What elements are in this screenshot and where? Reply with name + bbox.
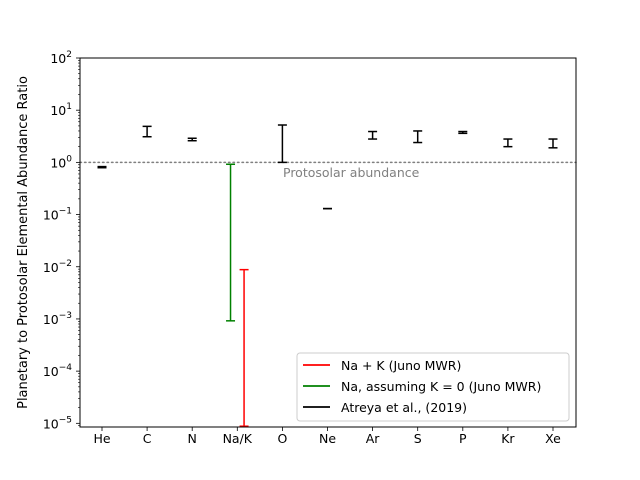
y-tick-label: 102 (50, 50, 72, 66)
errorbar-kr-series-2 (503, 138, 513, 148)
errorbar-n-series-2 (187, 137, 197, 142)
legend: Na + K (Juno MWR) Na, assuming K = 0 (Jun… (296, 352, 570, 422)
x-tick-label: N (188, 431, 197, 446)
plot-area: Protosolar abundance (79, 124, 577, 427)
legend-box (296, 352, 570, 422)
y-tick-label: 10−1 (43, 207, 72, 223)
y-tick-label: 10−4 (43, 363, 72, 379)
errorbar-s-series-2 (413, 130, 423, 144)
x-tick-label: Na/K (223, 431, 253, 446)
reference-line-label: Protosolar abundance (283, 165, 420, 180)
x-tick-label: Ne (319, 431, 336, 446)
legend-label: Na, assuming K = 0 (Juno MWR) (341, 379, 541, 394)
legend-label: Atreya et al., (2019) (341, 400, 467, 415)
errorbar-c-series-2 (142, 125, 152, 138)
y-axis: 10−5 10−4 10−3 10−2 10−1 100 101 102 (43, 50, 80, 431)
y-tick-label: 100 (50, 154, 72, 170)
x-tick-label: C (143, 431, 152, 446)
x-tick-label: Xe (545, 431, 561, 446)
y-tick-label: 10−2 (43, 259, 72, 275)
x-axis: He C N Na/K O Ne Ar S P Kr Xe (93, 427, 561, 446)
legend-entry: Atreya et al., (2019) (303, 400, 467, 415)
errorbar-na-k-series-0 (239, 268, 249, 427)
y-axis-label: Planetary to Protosolar Elemental Abunda… (16, 76, 31, 409)
x-tick-label: Ar (366, 431, 381, 446)
errorbar-ar-series-2 (368, 130, 378, 140)
errorbar-xe-series-2 (548, 138, 558, 149)
legend-entry: Na + K (Juno MWR) (303, 358, 461, 373)
y-tick-label: 10−5 (43, 415, 72, 431)
x-tick-label: Kr (501, 431, 515, 446)
x-tick-label: He (93, 431, 110, 446)
y-tick-label: 10−3 (43, 311, 72, 327)
y-tick-label: 101 (50, 102, 72, 118)
x-tick-label: P (459, 431, 467, 446)
errorbar-he-series-2 (97, 165, 107, 169)
legend-label: Na + K (Juno MWR) (341, 358, 461, 373)
axes-frame (79, 57, 577, 428)
x-tick-label: O (277, 431, 287, 446)
errorbar-p-series-2 (458, 130, 468, 135)
errorbar-o-series-2 (277, 124, 287, 164)
x-tick-label: S (414, 431, 422, 446)
errorbar-na-k-series-1 (226, 163, 236, 322)
legend-entry: Na, assuming K = 0 (Juno MWR) (303, 379, 541, 394)
